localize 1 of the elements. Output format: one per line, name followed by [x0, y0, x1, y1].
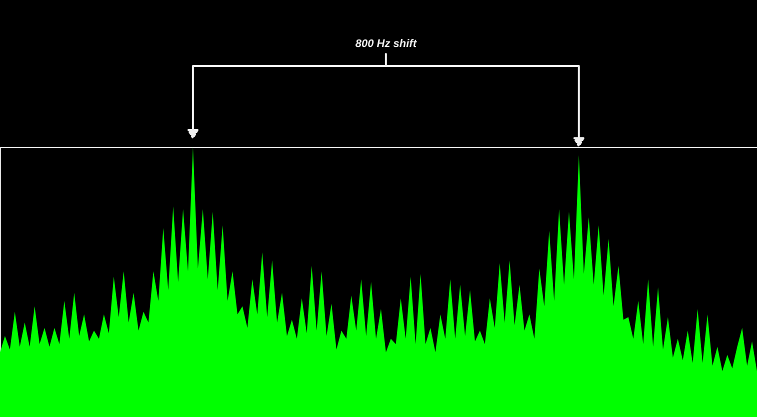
text: 800 Hz shift — [355, 38, 418, 50]
